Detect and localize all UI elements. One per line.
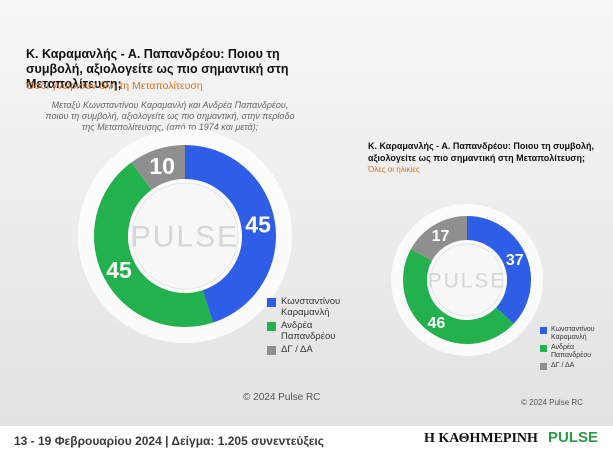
label-dg-da: 10	[149, 153, 175, 179]
survey-dates-sample: 13 - 19 Φεβρουαρίου 2024 | Δείγμα: 1.205…	[14, 434, 324, 448]
legend-item-papandreou: Ανδρέα Παπανδρέου	[267, 320, 340, 342]
pulse-logo: PULSE	[548, 429, 599, 446]
watermark: PULSE	[131, 221, 239, 254]
donut-hole	[131, 182, 239, 290]
watermark: PULSE	[428, 269, 507, 292]
legend-item-dg-da: ΔΓ / ΔΑ	[540, 362, 595, 370]
slice-karamanlis	[466, 216, 531, 324]
label-karamanlis: 37	[506, 252, 524, 269]
slice-papandreou	[403, 249, 514, 344]
left-legend: Κωνσταντίνου Καραμανλή Ανδρέα Παπανδρέου…	[267, 296, 340, 357]
left-chart-subtitle: Όσοι γνώρισαν όλη τη Μεταπολίτευση	[26, 80, 203, 92]
right-chart-title: Κ. Καραμανλής - Α. Παπανδρέου: Ποιου τη …	[368, 141, 594, 163]
label-dg-da: 17	[432, 228, 450, 245]
kathimerini-logo: Η ΚΑΘΗΜΕΡΙΝΗ	[424, 431, 538, 446]
footer-bar: 13 - 19 Φεβρουαρίου 2024 | Δείγμα: 1.205…	[0, 426, 613, 456]
right-legend: Κωνσταντίνου Καραμανλή Ανδρέα Παπανδρέου…	[540, 326, 595, 372]
slice-dg-da	[131, 145, 186, 191]
legend-swatch-papandreou	[267, 322, 276, 331]
legend-swatch-karamanlis	[540, 327, 547, 334]
label-papandreou: 46	[428, 315, 446, 332]
legend-swatch-dg-da	[540, 363, 547, 370]
slide-background: Κ. Καραμανλής - Α. Παπανδρέου: Ποιου τη …	[0, 0, 613, 426]
label-karamanlis: 45	[245, 212, 271, 238]
legend-swatch-karamanlis	[267, 298, 276, 307]
legend-item-karamanlis: Κωνσταντίνου Καραμανλή	[540, 326, 595, 342]
left-chart-title: Κ. Καραμανλής - Α. Παπανδρέου: Ποιου τη …	[26, 47, 289, 91]
left-copyright: © 2024 Pulse RC	[243, 392, 321, 403]
legend-item-dg-da: ΔΓ / ΔΑ	[267, 344, 340, 355]
legend-swatch-papandreou	[540, 345, 547, 352]
legend-item-karamanlis: Κωνσταντίνου Καραμανλή	[267, 296, 340, 318]
slice-karamanlis	[184, 145, 276, 323]
slice-dg-da	[410, 216, 468, 262]
label-papandreou: 45	[106, 257, 132, 283]
right-chart-subtitle: Όλες οι ηλικίες	[368, 165, 420, 174]
legend-item-papandreou: Ανδρέα Παπανδρέου	[540, 344, 595, 360]
donut-hole	[430, 243, 504, 317]
legend-swatch-dg-da	[267, 346, 276, 355]
slice-papandreou	[94, 162, 214, 327]
right-copyright: © 2024 Pulse RC	[521, 398, 583, 407]
survey-question: Μεταξύ Κωνσταντίνου Καραμανλή και Ανδρέα…	[45, 100, 295, 132]
